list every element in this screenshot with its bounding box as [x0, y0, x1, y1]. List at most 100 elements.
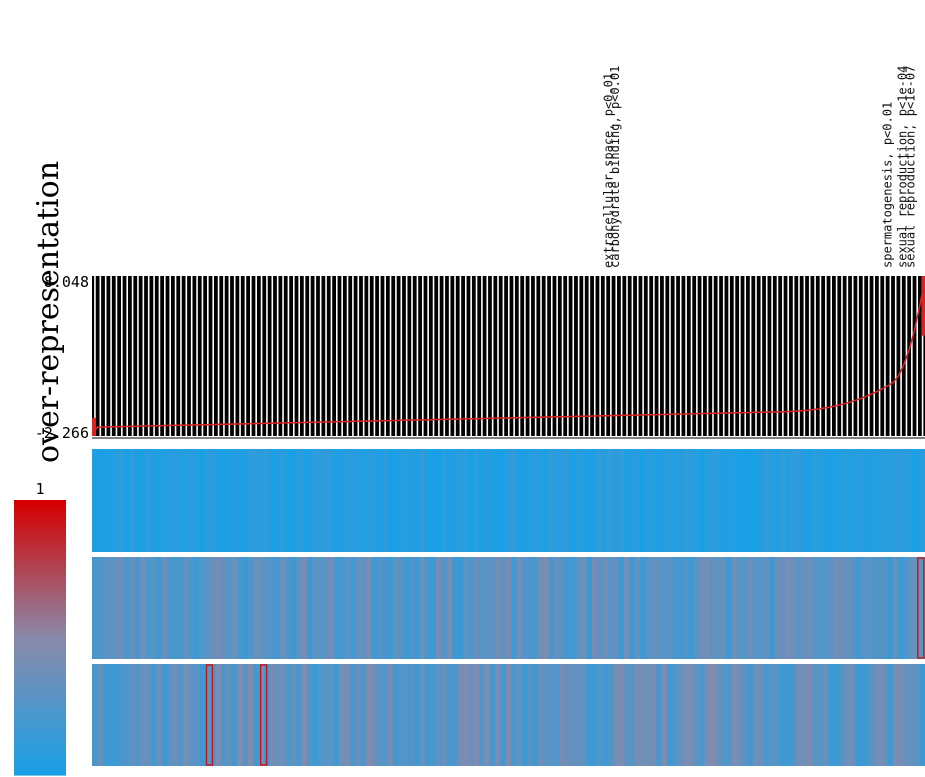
heatmap-cell [392, 449, 399, 552]
heatmap-cell [505, 557, 512, 659]
heatmap-cell [274, 557, 281, 659]
heatmap-cell [97, 664, 104, 766]
heatmap-cell [822, 664, 829, 766]
heatmap-cell [801, 449, 808, 552]
heatmap-cell [736, 449, 743, 552]
heatmap-cell [177, 557, 184, 659]
heatmap-cell [500, 557, 507, 659]
heatmap-cell [731, 449, 738, 552]
heatmap-cell [645, 557, 652, 659]
heatmap-cell [226, 664, 233, 766]
heatmap-cell [634, 664, 641, 766]
heatmap-cell [554, 664, 561, 766]
heatmap-cell [108, 449, 115, 552]
heatmap-cell [269, 664, 276, 766]
heatmap-cell [462, 664, 469, 766]
legend-color-step [14, 720, 66, 726]
heatmap-cell [624, 664, 631, 766]
heatmap-cell [640, 664, 647, 766]
heatmap-cell [446, 664, 453, 766]
heatmap-cell [602, 557, 609, 659]
heatmap-cell [285, 664, 292, 766]
heatmap-cell [409, 557, 416, 659]
heatmap-cell [167, 449, 174, 552]
heatmap-cell [92, 664, 98, 766]
heatmap-cell [753, 449, 759, 552]
heatmap-cell [435, 449, 442, 552]
heatmap-cell [301, 449, 308, 552]
heatmap-cell [161, 664, 168, 766]
heatmap-cell [656, 664, 663, 766]
heatmap-cell [151, 449, 158, 552]
heatmap-cell [280, 664, 287, 766]
heatmap-cell [769, 557, 776, 659]
heatmap-cell [258, 664, 265, 766]
heatmap-cell [763, 664, 770, 766]
heatmap-cell [855, 664, 862, 766]
heatmap-cell [581, 557, 588, 659]
heatmap-cell [360, 449, 367, 552]
heatmap-cell [376, 557, 383, 659]
heatmap-cell [849, 449, 856, 552]
heatmap-cell [908, 557, 915, 659]
heatmap-cell [548, 449, 555, 552]
heatmap-cell [108, 664, 115, 766]
heatmap-cell [355, 449, 362, 552]
heatmap-cell [215, 449, 222, 552]
legend-color-step [14, 628, 66, 634]
heatmap-cell [398, 664, 405, 766]
heatmap-cell [231, 449, 238, 552]
heatmap-cell [715, 449, 722, 552]
heatmap-cell [355, 664, 362, 766]
heatmap-cell [693, 557, 700, 659]
heatmap-cell [597, 449, 604, 552]
heatmap-cell [204, 664, 211, 766]
heatmap-cell [575, 664, 582, 766]
heatmap-cell [194, 557, 201, 659]
heatmap-cell [188, 449, 195, 552]
legend-color-step [14, 770, 66, 776]
heatmap-cell [629, 449, 636, 552]
heatmap-cell [118, 557, 125, 659]
legend-color-step [14, 756, 66, 762]
heatmap-cell [301, 664, 308, 766]
heatmap-cell [634, 449, 641, 552]
legend-color-step [14, 710, 66, 717]
heatmap-cell [199, 664, 206, 766]
heatmap-cell [108, 557, 115, 659]
heatmap-cell [129, 664, 136, 766]
heatmap-cell [323, 557, 330, 659]
heatmap-cell [844, 557, 851, 659]
significant-cell-highlight [917, 557, 925, 659]
heatmap-cell [435, 557, 442, 659]
heatmap-cell [758, 557, 765, 659]
heatmap-cell [677, 664, 684, 766]
heatmap-cell [296, 664, 303, 766]
heatmap-cell [478, 557, 485, 659]
legend-color-step [14, 733, 66, 739]
heatmap-cell [586, 664, 593, 766]
heatmap-cell [484, 449, 491, 552]
heatmap-cell [747, 557, 754, 659]
heatmap-cell [333, 664, 340, 766]
heatmap-cell [204, 557, 211, 659]
heatmap-cell [495, 449, 502, 552]
heatmap-cell [661, 557, 668, 659]
heatmap-cell [774, 449, 781, 552]
heatmap-cell [844, 449, 851, 552]
heatmap-cell [624, 449, 631, 552]
heatmap-cell [570, 557, 577, 659]
legend-color-step [14, 665, 66, 671]
heatmap-cell [285, 557, 292, 659]
legend-color-step [14, 532, 66, 538]
legend-color-step [14, 568, 66, 574]
legend-color-step [14, 678, 66, 684]
heatmap-cell [720, 449, 727, 552]
heatmap-cell [145, 664, 152, 766]
heatmap-cell [511, 664, 518, 766]
heatmap-cell [785, 664, 792, 766]
heatmap-cell [683, 449, 690, 552]
legend-color-step [14, 536, 66, 542]
heatmap-cell [688, 557, 695, 659]
heatmap-cell [253, 664, 260, 766]
